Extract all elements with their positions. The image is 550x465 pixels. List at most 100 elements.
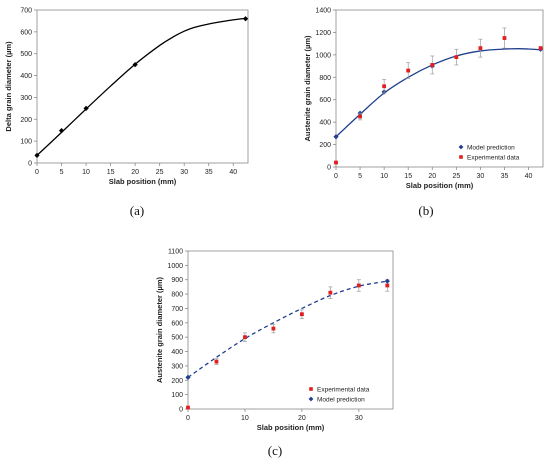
x-tick-label: 35 — [205, 169, 213, 176]
y-tick-label: 400 — [319, 120, 331, 127]
legend-marker — [309, 387, 313, 391]
x-tick-label: 5 — [358, 173, 362, 180]
data-point-square — [382, 84, 387, 89]
data-point-square — [502, 36, 507, 40]
y-tick-label: 1000 — [167, 263, 183, 270]
y-tick-label: 600 — [319, 97, 331, 104]
chart-c: 0 10 20 30010020030040050060070080090010001… — [155, 249, 394, 458]
data-point-diamond — [384, 278, 390, 284]
y-tick-label: 200 — [319, 142, 331, 149]
series-curve — [335, 48, 541, 138]
x-tick-label: 20 — [131, 169, 139, 176]
x-tick-label: 25 — [156, 169, 164, 176]
chart-a: 0 5 10 15 20 25 30 35 400100200300400500600700Sl… — [4, 8, 249, 218]
y-tick-label: 100 — [20, 139, 32, 146]
x-tick-label: 0 — [35, 169, 39, 176]
data-point-square — [406, 68, 411, 73]
data-point-square — [243, 335, 247, 340]
data-point-square — [538, 46, 543, 51]
legend-marker — [308, 396, 314, 402]
x-axis-label: Slab position (mm) — [109, 177, 177, 186]
x-tick-label: 40 — [525, 173, 533, 180]
y-axis-label: Austenite grain diameter (µm) — [155, 276, 164, 383]
y-tick-label: 0 — [327, 165, 331, 172]
y-tick-label: 500 — [171, 335, 183, 342]
data-point-diamond — [333, 134, 339, 140]
y-tick-label: 400 — [171, 349, 183, 356]
series-curve — [36, 17, 246, 156]
y-tick-label: 900 — [171, 277, 183, 284]
data-point-square — [430, 63, 435, 67]
y-tick-label: 1000 — [315, 52, 331, 59]
y-tick-label: 200 — [171, 378, 183, 385]
data-point-diamond — [185, 374, 191, 380]
y-tick-label: 1400 — [315, 8, 331, 15]
y-tick-label: 1100 — [168, 249, 183, 256]
data-point-square — [478, 46, 483, 51]
x-axis-label: Slab position (mm) — [257, 423, 325, 432]
plot-frame — [187, 250, 394, 410]
y-tick-label: 500 — [20, 51, 32, 58]
x-tick-label: 40 — [229, 169, 237, 176]
data-point-diamond — [83, 105, 89, 111]
y-tick-label: 300 — [20, 95, 32, 102]
y-axis-label: Delta grain diameter (µm) — [4, 41, 13, 132]
x-tick-label: 30 — [355, 415, 363, 422]
y-tick-label: 200 — [20, 117, 32, 124]
legend-label: Experimental data — [317, 386, 370, 393]
y-tick-label: 300 — [171, 363, 183, 370]
legend-marker — [458, 144, 464, 150]
x-tick-label: 10 — [82, 169, 90, 176]
x-tick-label: 30 — [180, 169, 188, 176]
panel-caption: (c) — [268, 443, 282, 458]
x-tick-label: 5 — [60, 169, 64, 176]
y-tick-label: 700 — [171, 306, 183, 313]
y-tick-label: 100 — [171, 392, 183, 399]
data-point-square — [299, 312, 304, 317]
x-tick-label: 10 — [380, 173, 388, 180]
data-point-square — [356, 283, 361, 288]
legend-marker — [459, 155, 463, 159]
series-curve — [187, 280, 388, 378]
x-tick-label: 30 — [477, 173, 485, 180]
y-axis-label: Austenite grain diameter (µm) — [303, 35, 312, 142]
data-point-diamond — [132, 62, 138, 68]
x-tick-label: 0 — [334, 173, 338, 180]
data-point-square — [271, 326, 276, 331]
legend-label: Experimental data — [467, 154, 520, 161]
x-tick-label: 15 — [404, 173, 412, 180]
y-tick-label: 1200 — [315, 30, 331, 37]
plot-frame — [36, 9, 249, 164]
x-tick-label: 35 — [501, 173, 509, 180]
panel-caption: (b) — [418, 203, 433, 218]
x-tick-label: 20 — [298, 415, 306, 422]
data-point-square — [186, 405, 190, 410]
y-tick-label: 700 — [20, 8, 32, 15]
data-point-square — [214, 359, 219, 364]
x-tick-label: 25 — [452, 173, 460, 180]
data-point-diamond — [242, 16, 249, 22]
plot-frame — [335, 9, 544, 168]
chart-b: 0 5 10 15 20 25 30 35 40020040060080010001200140… — [303, 8, 544, 218]
data-point-square — [454, 55, 459, 59]
data-point-square — [334, 160, 338, 165]
y-tick-label: 0 — [179, 407, 183, 414]
x-tick-label: 0 — [186, 415, 190, 422]
x-tick-label: 15 — [107, 169, 115, 176]
data-point-square — [358, 114, 362, 119]
y-tick-label: 600 — [20, 29, 32, 36]
x-tick-label: 20 — [428, 173, 436, 180]
data-point-square — [328, 290, 333, 295]
data-point-square — [385, 283, 390, 288]
data-point-diamond — [58, 128, 65, 134]
y-tick-label: 800 — [319, 75, 331, 82]
legend-label: Model prediction — [317, 396, 365, 403]
legend-label: Model prediction — [467, 144, 515, 151]
y-tick-label: 0 — [28, 161, 32, 168]
panel-caption: (a) — [130, 203, 144, 218]
x-axis-label: Slab position (mm) — [406, 181, 474, 190]
x-tick-label: 10 — [241, 415, 249, 422]
y-tick-label: 800 — [171, 292, 183, 299]
y-tick-label: 400 — [20, 73, 32, 80]
